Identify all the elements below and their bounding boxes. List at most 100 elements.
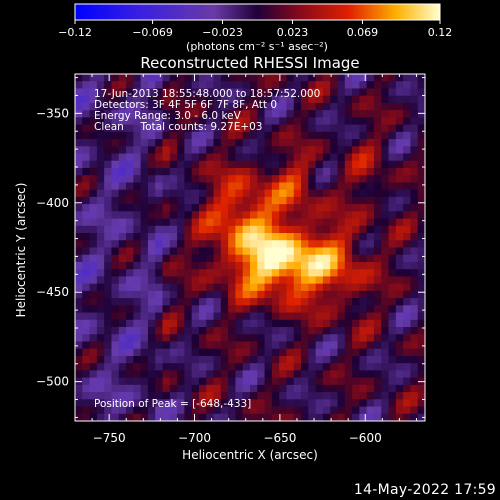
heatmap-cell	[315, 211, 324, 220]
heatmap-cell	[250, 124, 258, 133]
heatmap-cell	[388, 276, 397, 285]
heatmap-cell	[235, 334, 244, 343]
heatmap-cell	[104, 211, 113, 220]
heatmap-cell	[388, 124, 397, 133]
heatmap-cell	[417, 319, 425, 328]
heatmap-cell	[286, 233, 295, 241]
heatmap-cell	[250, 167, 258, 176]
heatmap-cell	[96, 240, 105, 249]
heatmap-cell	[344, 218, 353, 227]
heatmap-cell	[177, 283, 185, 292]
heatmap-cell	[352, 334, 360, 343]
heatmap-cell	[242, 196, 251, 205]
heatmap-cell	[279, 102, 288, 111]
heatmap-cell	[206, 218, 215, 227]
heatmap-cell	[104, 298, 113, 306]
heatmap-cell	[118, 327, 127, 335]
heatmap-cell	[381, 283, 390, 292]
heatmap-cell	[301, 312, 309, 321]
heatmap-cell	[75, 139, 83, 147]
heatmap-cell	[301, 88, 309, 97]
heatmap-cell	[337, 370, 346, 379]
heatmap-cell	[162, 399, 171, 408]
heatmap-cell	[330, 182, 339, 191]
heatmap-cell	[111, 399, 120, 408]
heatmap-cell	[220, 341, 229, 350]
heatmap-cell	[111, 377, 120, 386]
heatmap-cell	[96, 298, 105, 306]
heatmap-cell	[147, 196, 156, 205]
heatmap-cell	[381, 348, 390, 357]
heatmap-cell	[220, 290, 229, 299]
heatmap-cell	[235, 247, 244, 256]
heatmap-cell	[315, 218, 324, 227]
heatmap-cell	[315, 225, 324, 234]
heatmap-cell	[403, 406, 412, 415]
heatmap-cell	[118, 146, 127, 155]
heatmap-cell	[337, 160, 346, 169]
heatmap-cell	[228, 392, 237, 400]
heatmap-cell	[359, 117, 368, 126]
heatmap-cell	[286, 413, 295, 421]
heatmap-cell	[344, 74, 353, 82]
heatmap-cell	[191, 167, 200, 176]
colorbar-label: (photons cm⁻² s⁻¹ asec⁻²)	[186, 40, 328, 53]
heatmap-cell	[111, 341, 120, 350]
heatmap-cell	[293, 355, 302, 364]
heatmap-cell	[235, 139, 244, 147]
heatmap-cell	[155, 269, 164, 278]
heatmap-cell	[177, 334, 185, 343]
heatmap-cell	[177, 305, 185, 314]
heatmap-cell	[89, 139, 98, 147]
heatmap-cell	[213, 196, 222, 205]
heatmap-cell	[228, 341, 237, 350]
heatmap-cell	[96, 124, 105, 133]
heatmap-cell	[213, 175, 222, 184]
heatmap-cell	[381, 117, 390, 126]
heatmap-cell	[330, 384, 339, 393]
heatmap-cell	[322, 261, 331, 270]
x-tick-label: −700	[178, 431, 211, 445]
heatmap-cell	[403, 377, 412, 386]
heatmap-cell	[206, 377, 215, 386]
heatmap-cell	[315, 175, 324, 184]
heatmap-cell	[96, 348, 105, 357]
heatmap-cell	[126, 392, 134, 400]
heatmap-cell	[366, 319, 375, 328]
heatmap-cell	[126, 276, 134, 285]
heatmap-cell	[315, 363, 324, 371]
heatmap-cell	[417, 370, 425, 379]
heatmap-cell	[235, 189, 244, 198]
heatmap-cell	[366, 269, 375, 278]
heatmap-cell	[410, 377, 419, 386]
heatmap-cell	[242, 341, 251, 350]
heatmap-cell	[111, 110, 120, 118]
heatmap-cell	[366, 305, 375, 314]
heatmap-cell	[133, 363, 142, 371]
heatmap-cell	[198, 341, 207, 350]
heatmap-cell	[162, 247, 171, 256]
heatmap-cell	[250, 240, 258, 249]
heatmap-cell	[140, 298, 149, 306]
heatmap-cell	[381, 327, 390, 335]
heatmap-cell	[118, 81, 127, 90]
heatmap-cell	[133, 312, 142, 321]
heatmap-cell	[359, 81, 368, 90]
heatmap-cell	[308, 363, 317, 371]
heatmap-cell	[177, 413, 185, 421]
heatmap-cell	[118, 139, 127, 147]
heatmap-cell	[206, 269, 215, 278]
heatmap-cell	[75, 110, 83, 118]
heatmap-cell	[147, 276, 156, 285]
heatmap-cell	[352, 327, 360, 335]
heatmap-cell	[235, 204, 244, 212]
heatmap-cell	[308, 348, 317, 357]
heatmap-cell	[169, 312, 178, 321]
heatmap-cell	[395, 392, 404, 400]
heatmap-cell	[308, 102, 317, 111]
heatmap-cell	[388, 319, 397, 328]
heatmap-cell	[235, 276, 244, 285]
heatmap-cell	[403, 189, 412, 198]
heatmap-cell	[286, 211, 295, 220]
heatmap-cell	[403, 319, 412, 328]
